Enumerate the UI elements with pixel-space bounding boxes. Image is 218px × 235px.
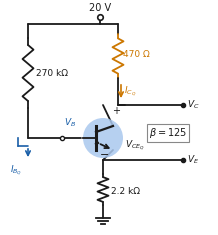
Text: $V_B$: $V_B$ [64,117,76,129]
Text: $I_{B_Q}$: $I_{B_Q}$ [10,164,22,178]
Text: −: − [100,150,110,160]
Text: 470 Ω: 470 Ω [123,50,150,59]
Text: 2.2 kΩ: 2.2 kΩ [111,187,140,196]
Text: $\beta = 125$: $\beta = 125$ [149,126,187,140]
Text: $V_{CE_Q}$: $V_{CE_Q}$ [125,139,145,153]
Circle shape [83,118,123,158]
Text: 20 V: 20 V [89,3,111,13]
Text: $I_{C_Q}$: $I_{C_Q}$ [124,84,136,98]
Text: 270 kΩ: 270 kΩ [36,68,68,78]
Text: $V_E$: $V_E$ [187,154,199,166]
Text: +: + [112,106,120,116]
Text: $V_C$: $V_C$ [187,99,200,111]
